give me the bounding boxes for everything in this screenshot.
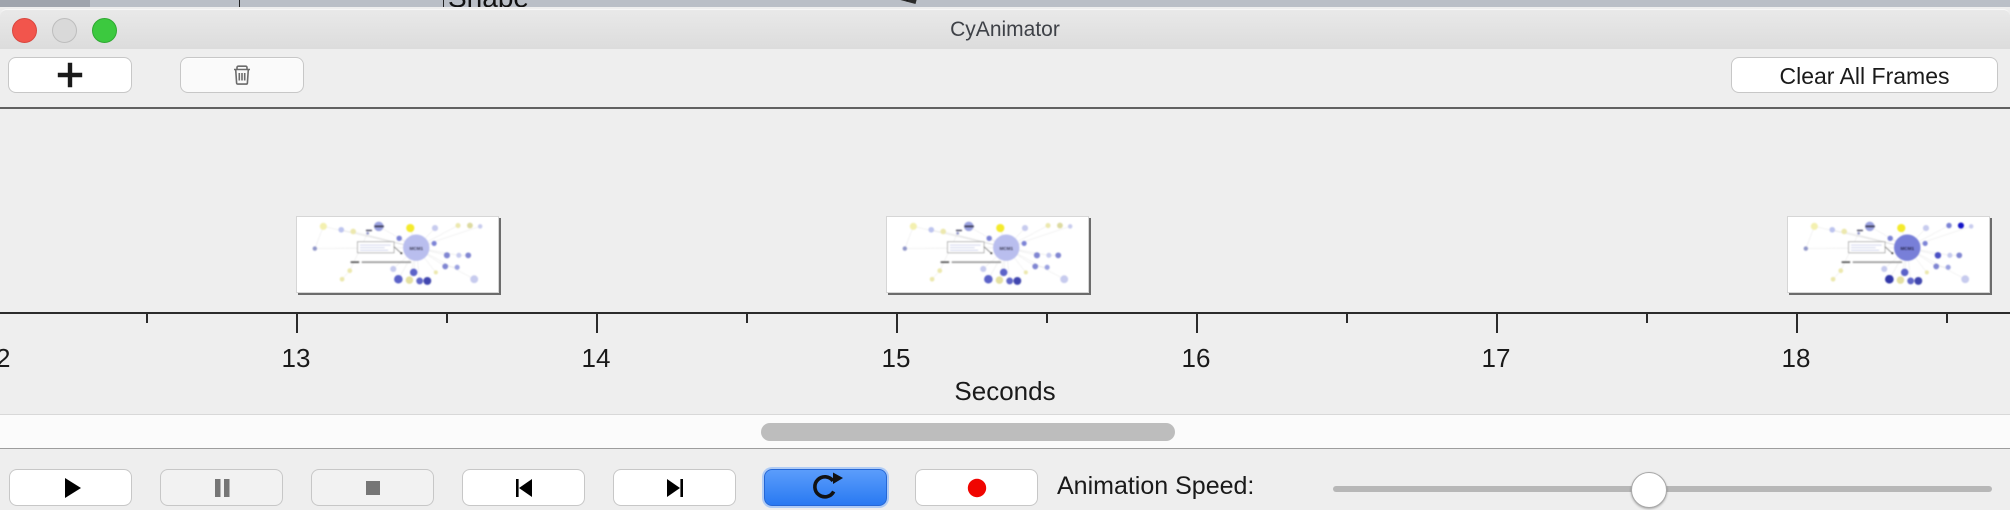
svg-text:MCM1: MCM1 <box>1900 246 1914 251</box>
